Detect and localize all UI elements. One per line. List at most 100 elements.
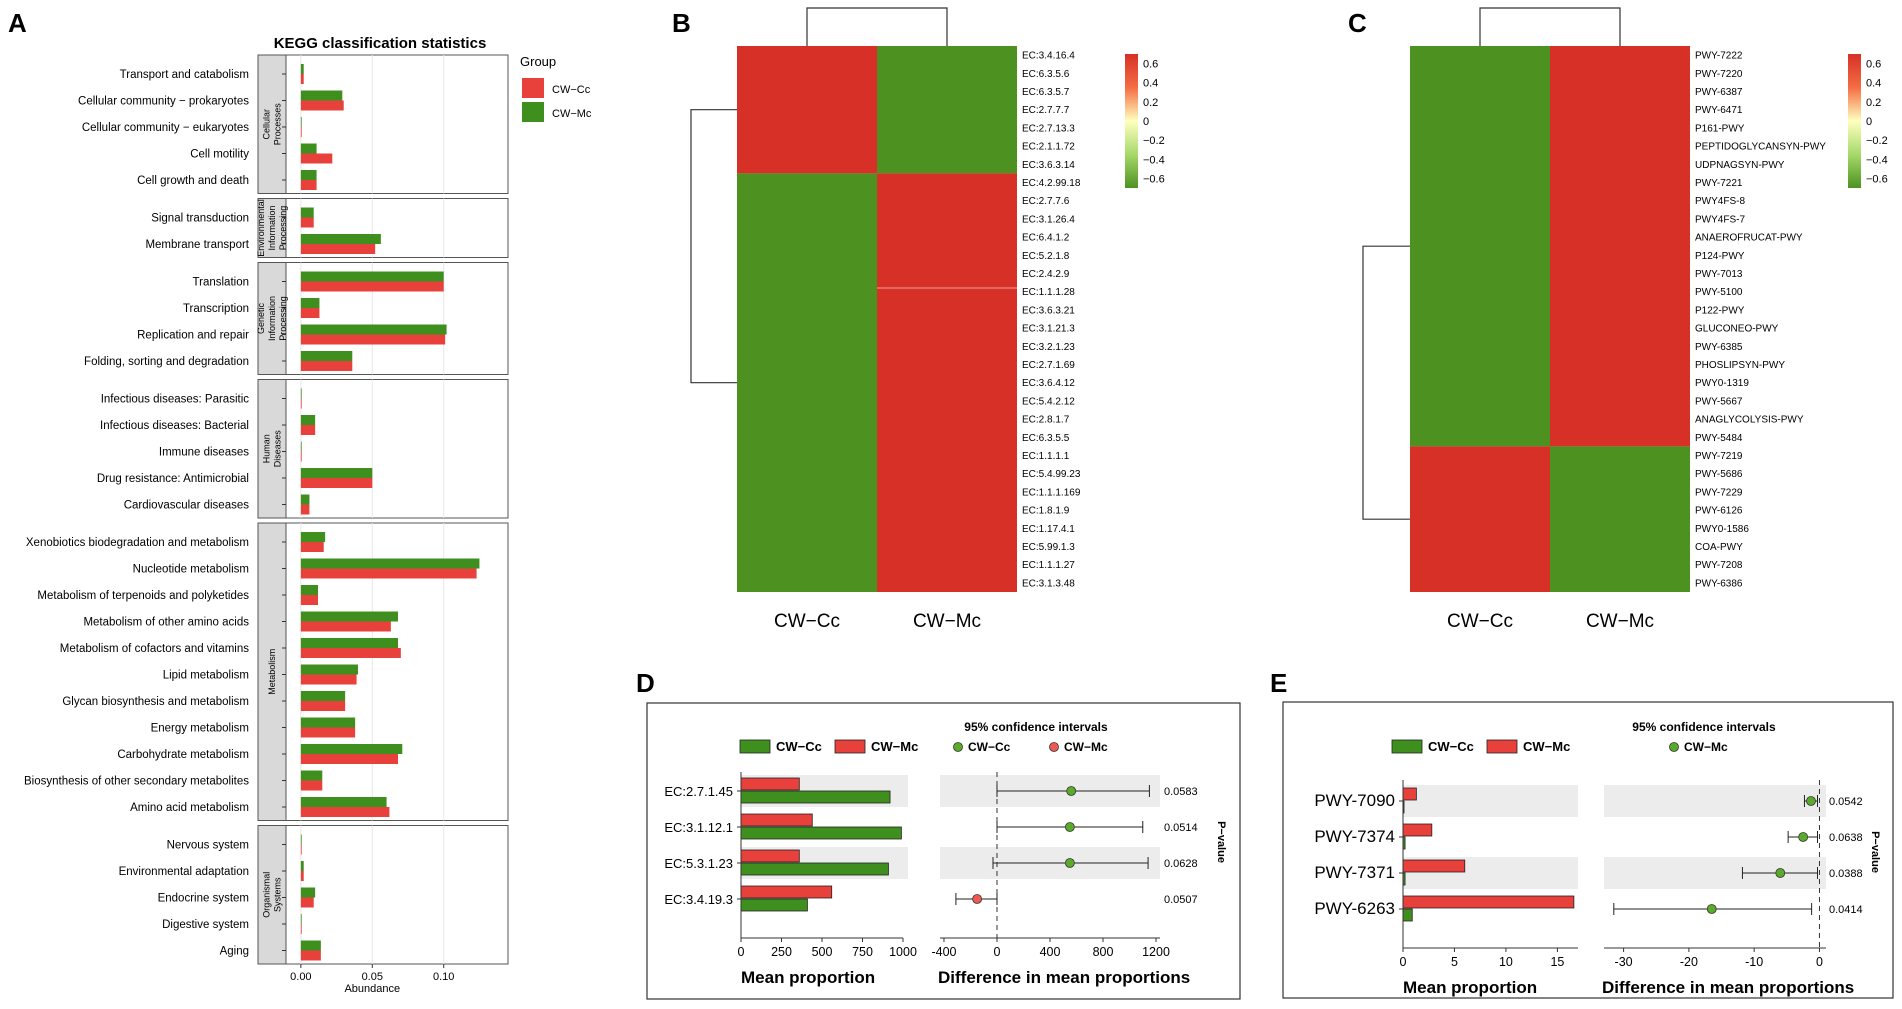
ci-point (1775, 868, 1786, 878)
colorbar-tick-label: −0.6 (1143, 173, 1165, 185)
bar-mc (740, 849, 800, 863)
x-tick-label: 0.10 (433, 971, 454, 983)
row-label: EC:6.4.1.2 (1022, 233, 1070, 244)
x-tick-label: 0.05 (362, 971, 383, 983)
row-label: PWY-7013 (1695, 269, 1743, 280)
bar-mc (300, 351, 353, 361)
bar-cc (300, 425, 316, 435)
facet-strip (257, 522, 287, 821)
category-label: Endocrine system (158, 893, 249, 905)
legend-swatch-cc (1391, 739, 1423, 754)
column-dendrogram (806, 7, 948, 46)
panel-letter-e: E (1270, 668, 1287, 698)
legend-swatch-mc (834, 739, 866, 754)
row-label: P161-PWY (1695, 123, 1745, 134)
row-label: P122-PWY (1695, 305, 1745, 316)
x-tick-label: 0 (1400, 955, 1407, 969)
row-label: PWY-6386 (1695, 578, 1743, 589)
heat-cell (1410, 446, 1550, 592)
facet-group: Metabolism Xenobiotics biodegradation and… (24, 522, 509, 821)
x-tick-label: 1200 (1142, 945, 1170, 959)
bar-cc (300, 308, 320, 318)
category-label: Translation (193, 277, 249, 289)
category-label: Drug resistance: Antimicrobial (97, 473, 249, 485)
bar-cc (300, 844, 302, 855)
x-tick-label: 0 (1816, 955, 1823, 969)
bar-mc (300, 770, 323, 781)
row-label: ANAGLYCOLYSIS-PWY (1695, 415, 1804, 426)
colorbar (1848, 54, 1861, 188)
feature-label: PWY-7090 (1314, 791, 1395, 810)
feature-label: EC:3.4.19.3 (664, 892, 733, 907)
x-tick-label: 0.00 (290, 971, 311, 983)
facet-group: OrganismalSystems Nervous system Environme… (119, 825, 509, 965)
p-value: 0.0628 (1164, 858, 1198, 870)
row-label: EC:1.1.1.27 (1022, 560, 1075, 571)
row-label: PWY-6387 (1695, 87, 1743, 98)
row-label: EC:2.8.1.7 (1022, 415, 1070, 426)
bar-cc (300, 504, 310, 515)
row-label: EC:1.8.1.9 (1022, 506, 1070, 517)
row-label: EC:2.7.7.6 (1022, 196, 1070, 207)
legend-label-cc: CW−Cc (776, 739, 822, 754)
category-label: Digestive system (162, 919, 249, 931)
row-label: PWY-5667 (1695, 396, 1743, 407)
legend-swatch-cc (522, 78, 544, 98)
column-label: CW−Cc (1447, 611, 1513, 632)
facet-strip (257, 54, 287, 194)
bar-cc (300, 621, 391, 632)
row-label: PHOSLIPSYN-PWY (1695, 360, 1785, 371)
row-label: GLUCONEO-PWY (1695, 324, 1779, 335)
row-label: PWY-6471 (1695, 105, 1743, 116)
panel-letter-c: C (1348, 8, 1367, 38)
colorbar (1125, 54, 1138, 188)
bar-cc (300, 451, 302, 462)
p-value: 0.0583 (1164, 786, 1198, 798)
row-label: PWY-7221 (1695, 178, 1743, 189)
row-label: PWY-6385 (1695, 342, 1743, 353)
bar-cc (740, 898, 808, 912)
bar-mc (300, 914, 302, 924)
heat-cell (1550, 46, 1690, 447)
bar-cc (300, 542, 324, 552)
row-label: EC:1.1.1.1 (1022, 451, 1070, 462)
facet-label-line: Organismal (262, 872, 272, 918)
bar-mc (300, 861, 304, 871)
row-label: PWY4FS-8 (1695, 196, 1745, 207)
bar-cc (300, 153, 333, 164)
row-label: EC:6.3.5.6 (1022, 69, 1070, 80)
legend-label-cc: CW−Cc (1428, 739, 1474, 754)
row-label: PWY4FS-7 (1695, 214, 1745, 225)
row-label: EC:2.4.2.9 (1022, 269, 1070, 280)
bar-mc (300, 415, 316, 425)
bar-cc (300, 217, 314, 228)
row-label: COA-PWY (1695, 542, 1743, 553)
bar-cc (300, 897, 314, 908)
row-label: EC:3.1.3.48 (1022, 578, 1075, 589)
bar-cc (300, 180, 317, 190)
legend: Group CW−Cc CW−Mc (520, 54, 592, 122)
legend-label-mc: CW−Mc (1523, 739, 1570, 754)
row-label: EC:2.1.1.72 (1022, 142, 1075, 153)
x-tick-label: 5 (1451, 955, 1458, 969)
category-label: Infectious diseases: Parasitic (101, 394, 250, 406)
facet-label-line: Genetic (256, 302, 266, 334)
legend-label-cc: CW−Cc (552, 84, 591, 96)
bar-mc (740, 885, 833, 899)
category-label: Lipid metabolism (163, 670, 249, 682)
row-label: PWY-7208 (1695, 560, 1743, 571)
bar-mc (300, 117, 302, 127)
ci-point (1806, 796, 1816, 806)
heat-cell (1410, 46, 1550, 447)
bar-mc (300, 441, 302, 452)
row-label: EC:5.99.1.3 (1022, 542, 1075, 553)
category-label: Cellular community − prokaryotes (78, 96, 249, 108)
bar-mc (300, 887, 316, 898)
panel-e: CW−Cc CW−Mc 95% confidence intervals CW−Mc P… (1282, 701, 1894, 999)
bar-mc (300, 170, 317, 180)
row-label: PWY-5484 (1695, 433, 1743, 444)
category-label: Xenobiotics biodegradation and metabolis… (26, 537, 249, 549)
facet-strip (257, 262, 287, 375)
category-label: Biosynthesis of other secondary metaboli… (24, 776, 249, 788)
panel-letter-a: A (8, 8, 27, 38)
